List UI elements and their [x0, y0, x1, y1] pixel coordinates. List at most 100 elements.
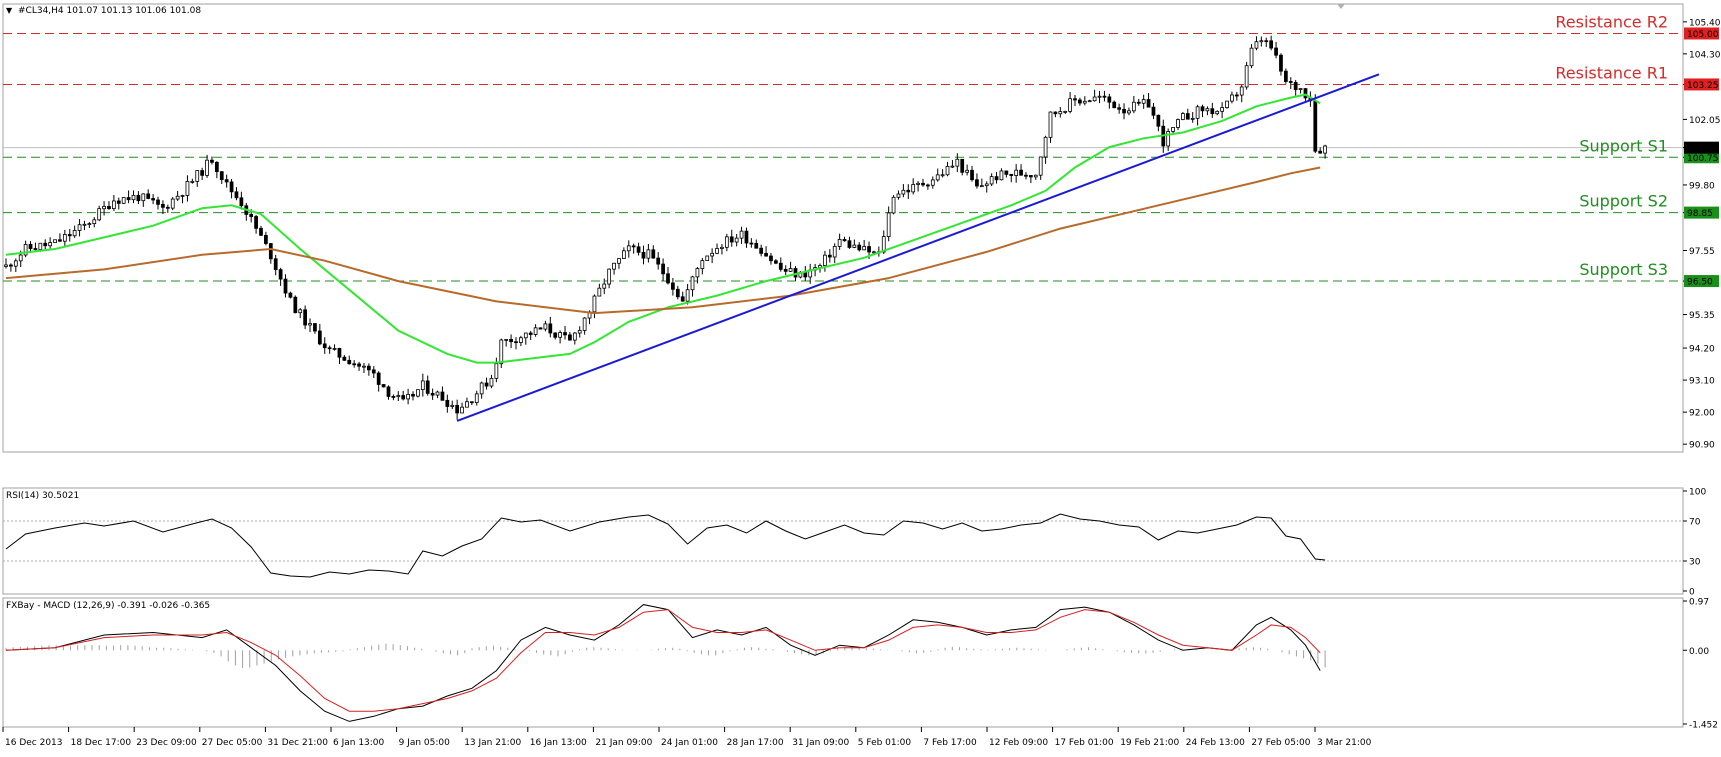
level-price-tag [1684, 78, 1719, 91]
candle-body [303, 309, 307, 326]
x-tick-label: 19 Feb 21:00 [1120, 738, 1179, 748]
candle-body [641, 251, 646, 259]
candle-body [577, 330, 582, 334]
ma-green-line [5, 93, 1321, 364]
time-axis: 16 Dec 2013 18 Dec 17:00 23 Dec 09:00 27 De… [2, 727, 1372, 748]
trend-line [456, 73, 1380, 422]
rsi-line-path [5, 513, 1326, 578]
candle-body [597, 287, 602, 297]
candle-body [1146, 99, 1151, 108]
candle-body [950, 165, 955, 168]
level-labels: Resistance R2 105.00 Resistance R1 103.25 Su… [1555, 12, 1719, 288]
candle-body [1220, 107, 1224, 112]
candle-body [58, 239, 62, 242]
candle-body [273, 258, 278, 271]
candle-body [1210, 108, 1215, 115]
candle-body [371, 369, 376, 374]
candle-body [425, 380, 430, 394]
price-indicator-lines [5, 73, 1380, 422]
candle-body [582, 317, 587, 331]
candle-body [832, 245, 837, 258]
level-price-tag-label: 103.25 [1687, 81, 1719, 91]
candle-body [136, 194, 141, 202]
candle-body [4, 264, 8, 267]
candle-body [1264, 40, 1269, 43]
candle-body [141, 193, 146, 202]
x-tick-label: 27 Dec 05:00 [202, 738, 263, 748]
candle-body [121, 197, 126, 204]
candle-body [48, 242, 53, 247]
candle-body [469, 401, 474, 404]
dropdown-arrow-icon[interactable]: ▼ [6, 6, 13, 15]
candle-body [1283, 70, 1288, 82]
x-tick-label: 31 Dec 21:00 [267, 738, 328, 748]
candle-body [1288, 81, 1293, 83]
candle-body [1087, 100, 1092, 103]
candle-body [322, 343, 327, 349]
y-tick-label: 95.35 [1689, 311, 1715, 321]
candle-body [362, 365, 366, 368]
candle-body [107, 205, 111, 210]
candle-body [896, 193, 901, 198]
candle-body [916, 182, 920, 185]
macd-y-tick-label: 0.97 [1689, 598, 1709, 608]
candle-body [1024, 174, 1028, 177]
candle-body [1176, 119, 1180, 128]
candle-body [67, 234, 72, 237]
candle-body [440, 391, 445, 401]
x-tick-label: 24 Feb 13:00 [1186, 738, 1245, 748]
candle-body [891, 196, 896, 214]
y-tick-label: 102.05 [1689, 116, 1721, 126]
candle-body [489, 377, 494, 387]
macd-lines [5, 604, 1321, 722]
candle-body [391, 396, 396, 398]
scroll-marker-icon[interactable] [1337, 4, 1345, 9]
candle-body [970, 169, 974, 181]
x-tick-label: 6 Jan 13:00 [333, 738, 385, 748]
candle-body [729, 236, 734, 243]
candle-body [460, 406, 464, 414]
x-tick-label: 24 Jan 01:00 [661, 738, 718, 748]
candle-body [886, 212, 891, 237]
candle-body [82, 223, 87, 226]
level-price-tag-label: 100.75 [1687, 154, 1719, 164]
level-price-tag [1684, 275, 1719, 288]
candle-body [852, 244, 857, 248]
candle-body [543, 323, 548, 330]
candle-body [1259, 40, 1264, 43]
rsi-y-tick-label: 70 [1689, 518, 1701, 528]
candle-body [1058, 111, 1063, 115]
candle-body [778, 262, 783, 270]
price-level-lines [3, 32, 1683, 282]
x-tick-label: 16 Dec 2013 [5, 738, 63, 748]
candle-body [739, 230, 744, 239]
candle-body [23, 244, 28, 256]
candle-body [264, 234, 268, 244]
candle-body [1078, 99, 1082, 104]
candle-body [774, 260, 778, 264]
rsi-y-axis: 100 70 30 0 [1683, 488, 1706, 598]
candle-body [1112, 101, 1117, 109]
macd-pane-frame [2, 597, 1684, 728]
candle-body [724, 236, 729, 248]
candle-body [308, 323, 312, 326]
candle-body [268, 243, 273, 260]
candle-body [1033, 174, 1038, 178]
candle-body [53, 239, 57, 243]
candle-body [690, 276, 695, 291]
candle-body [607, 268, 612, 285]
candle-body [435, 391, 440, 396]
rsi-level-lines [3, 520, 1683, 562]
x-tick-label: 17 Feb 01:00 [1055, 738, 1114, 748]
candle-body [474, 393, 479, 403]
candle-body [872, 251, 876, 254]
candle-body [945, 166, 950, 176]
candle-body [631, 245, 636, 248]
candle-body [509, 338, 513, 343]
candle-body [749, 242, 754, 245]
candle-body [77, 224, 82, 231]
macd-y-axis: 0.97 0.00 -1.452 [1683, 598, 1718, 731]
rsi-y-tick-label: 0 [1689, 588, 1695, 598]
candle-body [479, 382, 484, 395]
